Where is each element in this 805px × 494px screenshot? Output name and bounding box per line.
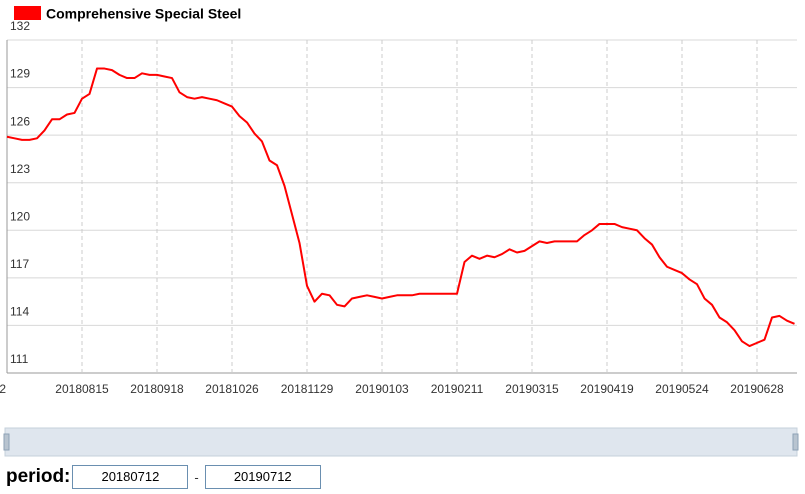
x-tick-label: 20190103 (355, 382, 409, 396)
legend-swatch (14, 6, 41, 20)
y-tick-label: 123 (10, 162, 30, 176)
zoom-slider[interactable] (4, 427, 798, 457)
line-series (6, 67, 795, 348)
start-date-input[interactable]: 20180712 (72, 465, 189, 489)
y-tick-label: 129 (10, 67, 30, 81)
x-tick-label: 20190211 (431, 382, 484, 396)
plot-area: 111 114 117 120 123 126 129 132 20180712 20180815… (0, 19, 797, 396)
y-tick-label: 111 (10, 352, 29, 366)
end-date-input[interactable]: 20190712 (204, 465, 321, 489)
zoom-handle-right[interactable] (792, 433, 799, 451)
legend-label: Comprehensive Special Steel (46, 6, 241, 22)
zoom-handle-left[interactable] (3, 433, 10, 451)
y-tick-label: 114 (10, 305, 29, 319)
y-tick-label: 117 (10, 257, 29, 271)
chart: 111 114 117 120 123 126 129 132 20180712 20180815… (0, 6, 799, 457)
y-tick-label: 132 (10, 19, 30, 33)
x-tick-label: 20190628 (730, 382, 784, 396)
x-tick-label: 20180815 (55, 382, 109, 396)
x-tick-label: 20190315 (505, 382, 559, 396)
x-tick-label: 20190419 (580, 382, 634, 396)
x-tick-label: 20181026 (205, 382, 259, 396)
x-tick-label: 20181129 (281, 382, 334, 396)
x-tick-label: 20190524 (655, 382, 709, 396)
y-tick-label: 126 (10, 114, 30, 128)
period-controls: period: 20180712 - 20190712 (6, 464, 321, 490)
separator: - (194, 469, 199, 485)
period-label: period: (6, 466, 71, 487)
x-tick-label: 20180712 (0, 382, 6, 396)
y-tick-label: 120 (10, 209, 30, 223)
x-tick-label: 20180918 (130, 382, 184, 396)
